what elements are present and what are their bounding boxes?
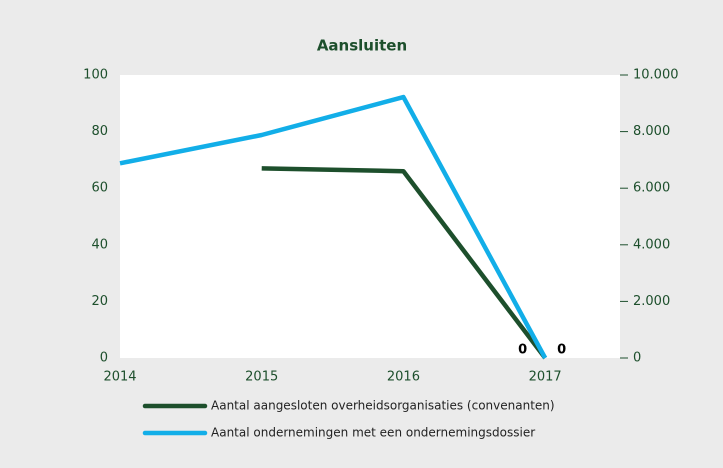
y2-tick-label: 8.000	[633, 124, 670, 139]
legend-label: Aantal aangesloten overheidsorganisaties…	[211, 399, 555, 413]
y2-tick-label: 10.000	[633, 68, 679, 83]
y-tick-label: 100	[83, 68, 108, 83]
y2-tick-label: 4.000	[633, 237, 670, 252]
legend-label: Aantal ondernemingen met een onderneming…	[211, 426, 535, 440]
y-tick-label: 0	[100, 351, 108, 366]
y2-tick-label: 2.000	[633, 294, 670, 309]
x-tick-label: 2015	[245, 370, 278, 385]
x-tick-label: 2016	[387, 370, 420, 385]
data-label: 0	[557, 343, 566, 358]
plot-area	[120, 75, 620, 358]
chart-title: Aansluiten	[317, 37, 407, 55]
y-tick-label: 20	[91, 294, 108, 309]
y2-tick-label: 0	[633, 351, 641, 366]
series-line	[119, 94, 548, 360]
series-line	[261, 166, 547, 360]
y-tick-label: 40	[91, 237, 108, 252]
y-tick-label: 60	[91, 181, 108, 196]
x-tick-label: 2017	[529, 370, 562, 385]
x-tick-label: 2014	[103, 370, 136, 385]
y-tick-label: 80	[91, 124, 108, 139]
data-label: 0	[518, 343, 527, 358]
y2-tick-label: 6.000	[633, 181, 670, 196]
